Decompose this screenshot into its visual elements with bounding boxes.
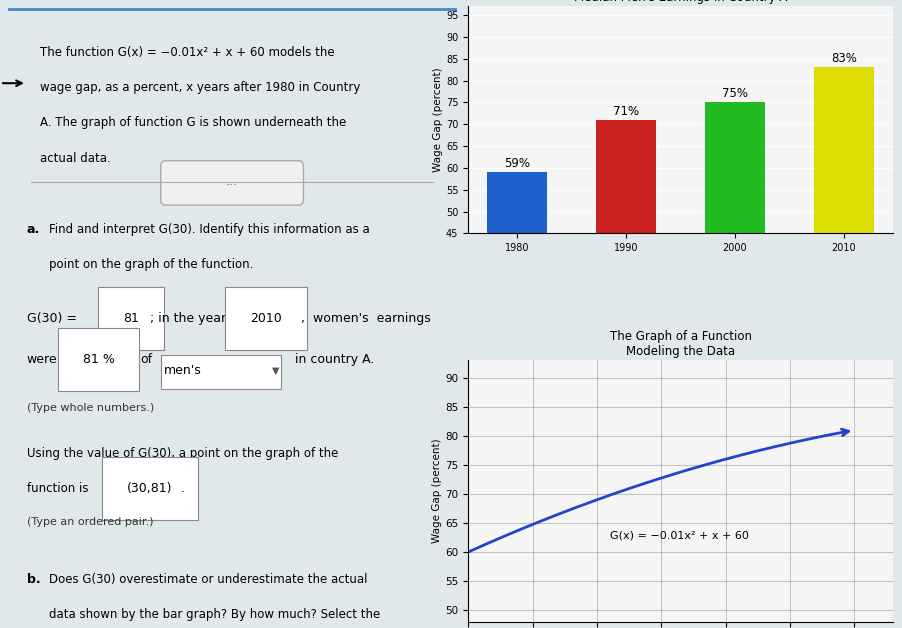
Text: b.: b.: [27, 573, 41, 586]
Text: (Type whole numbers.): (Type whole numbers.): [27, 403, 154, 413]
FancyBboxPatch shape: [161, 161, 303, 205]
Text: ...: ...: [226, 175, 238, 188]
Text: 2010: 2010: [250, 312, 281, 325]
Text: a.: a.: [27, 223, 40, 236]
Bar: [596, 120, 656, 430]
FancyBboxPatch shape: [161, 355, 281, 389]
Text: actual data.: actual data.: [41, 151, 111, 165]
Text: G(30) =: G(30) =: [27, 312, 77, 325]
Title: The Graph of a Function
Modeling the Data: The Graph of a Function Modeling the Dat…: [610, 330, 751, 358]
Text: (30,81): (30,81): [127, 482, 172, 495]
Text: Does G(30) overestimate or underestimate the actual: Does G(30) overestimate or underestimate…: [50, 573, 368, 586]
Bar: [814, 67, 874, 430]
Text: .: .: [180, 482, 185, 495]
Text: wage gap, as a percent, x years after 1980 in Country: wage gap, as a percent, x years after 19…: [41, 82, 361, 94]
Text: 59%: 59%: [504, 157, 530, 170]
Text: 81 %: 81 %: [83, 354, 115, 366]
Text: A. The graph of function G is shown underneath the: A. The graph of function G is shown unde…: [41, 116, 346, 129]
Text: men's: men's: [164, 364, 202, 377]
Text: (Type an ordered pair.): (Type an ordered pair.): [27, 517, 153, 527]
Y-axis label: Wage Gap (percent): Wage Gap (percent): [432, 439, 442, 543]
Text: in country A.: in country A.: [295, 354, 374, 366]
Text: of: of: [141, 354, 152, 366]
Text: ▼: ▼: [272, 365, 280, 376]
Text: 75%: 75%: [722, 87, 748, 100]
Text: G(x) = −0.01x² + x + 60: G(x) = −0.01x² + x + 60: [610, 531, 749, 541]
Title: Median Women's Earnings as a Percentage of
Median Men's Earnings in Country A: Median Women's Earnings as a Percentage …: [546, 0, 815, 4]
Text: ,  women's  earnings: , women's earnings: [301, 312, 431, 325]
Text: The function G(x) = −0.01x² + x + 60 models the: The function G(x) = −0.01x² + x + 60 mod…: [41, 46, 335, 59]
Text: 83%: 83%: [831, 52, 857, 65]
Text: function is: function is: [27, 482, 88, 495]
Text: were: were: [27, 354, 58, 366]
Text: Using the value of G(30), a point on the graph of the: Using the value of G(30), a point on the…: [27, 447, 338, 460]
Text: 81: 81: [123, 312, 139, 325]
Text: Find and interpret G(30). Identify this information as a: Find and interpret G(30). Identify this …: [50, 223, 370, 236]
Y-axis label: Wage Gap (percent): Wage Gap (percent): [433, 68, 443, 172]
Bar: [487, 172, 548, 430]
Bar: [705, 102, 765, 430]
Text: data shown by the bar graph? By how much? Select the: data shown by the bar graph? By how much…: [50, 608, 381, 621]
Text: point on the graph of the function.: point on the graph of the function.: [50, 258, 253, 271]
Text: 71%: 71%: [613, 105, 640, 117]
Text: ; in the year: ; in the year: [150, 312, 226, 325]
